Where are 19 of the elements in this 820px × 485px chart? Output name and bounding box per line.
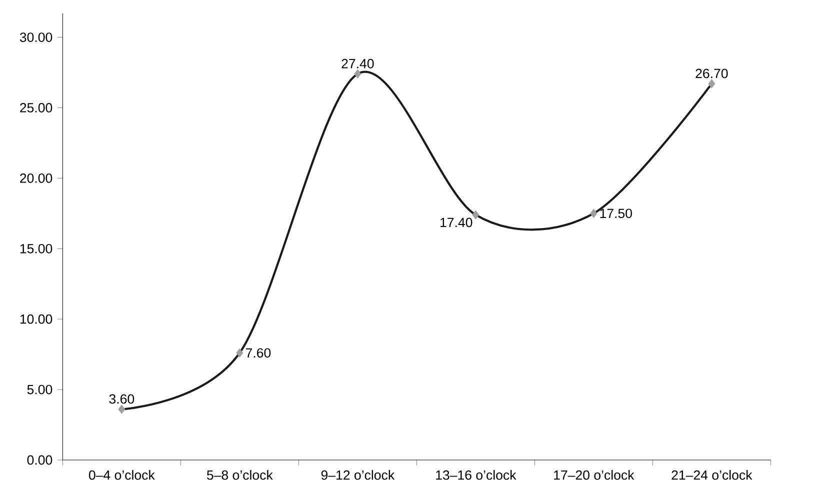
x-tick-label: 13–16 o’clock (436, 470, 516, 480)
y-tick-label: 15.00 (20, 244, 52, 254)
data-label: 27.40 (342, 58, 374, 68)
x-tick-label: 17–20 o’clock (554, 470, 634, 480)
x-tick-label: 5–8 o’clock (206, 470, 273, 480)
data-label: 7.60 (246, 348, 271, 358)
y-tick-label: 10.00 (20, 314, 52, 324)
y-tick-label: 20.00 (20, 173, 52, 183)
y-tick-label: 0.00 (27, 455, 52, 465)
y-tick-label: 25.00 (20, 103, 52, 112)
data-label: 26.70 (696, 68, 728, 78)
x-tick-label: 21–24 o’clock (672, 470, 752, 480)
data-label: 17.50 (600, 208, 632, 218)
y-tick-label: 30.00 (20, 32, 52, 42)
x-tick-label: 9–12 o’clock (321, 470, 395, 480)
y-tick-label: 5.00 (27, 384, 52, 394)
x-tick-label: 0–4 o’clock (88, 470, 155, 480)
data-label: 17.40 (440, 218, 472, 228)
data-label: 3.60 (109, 394, 134, 404)
